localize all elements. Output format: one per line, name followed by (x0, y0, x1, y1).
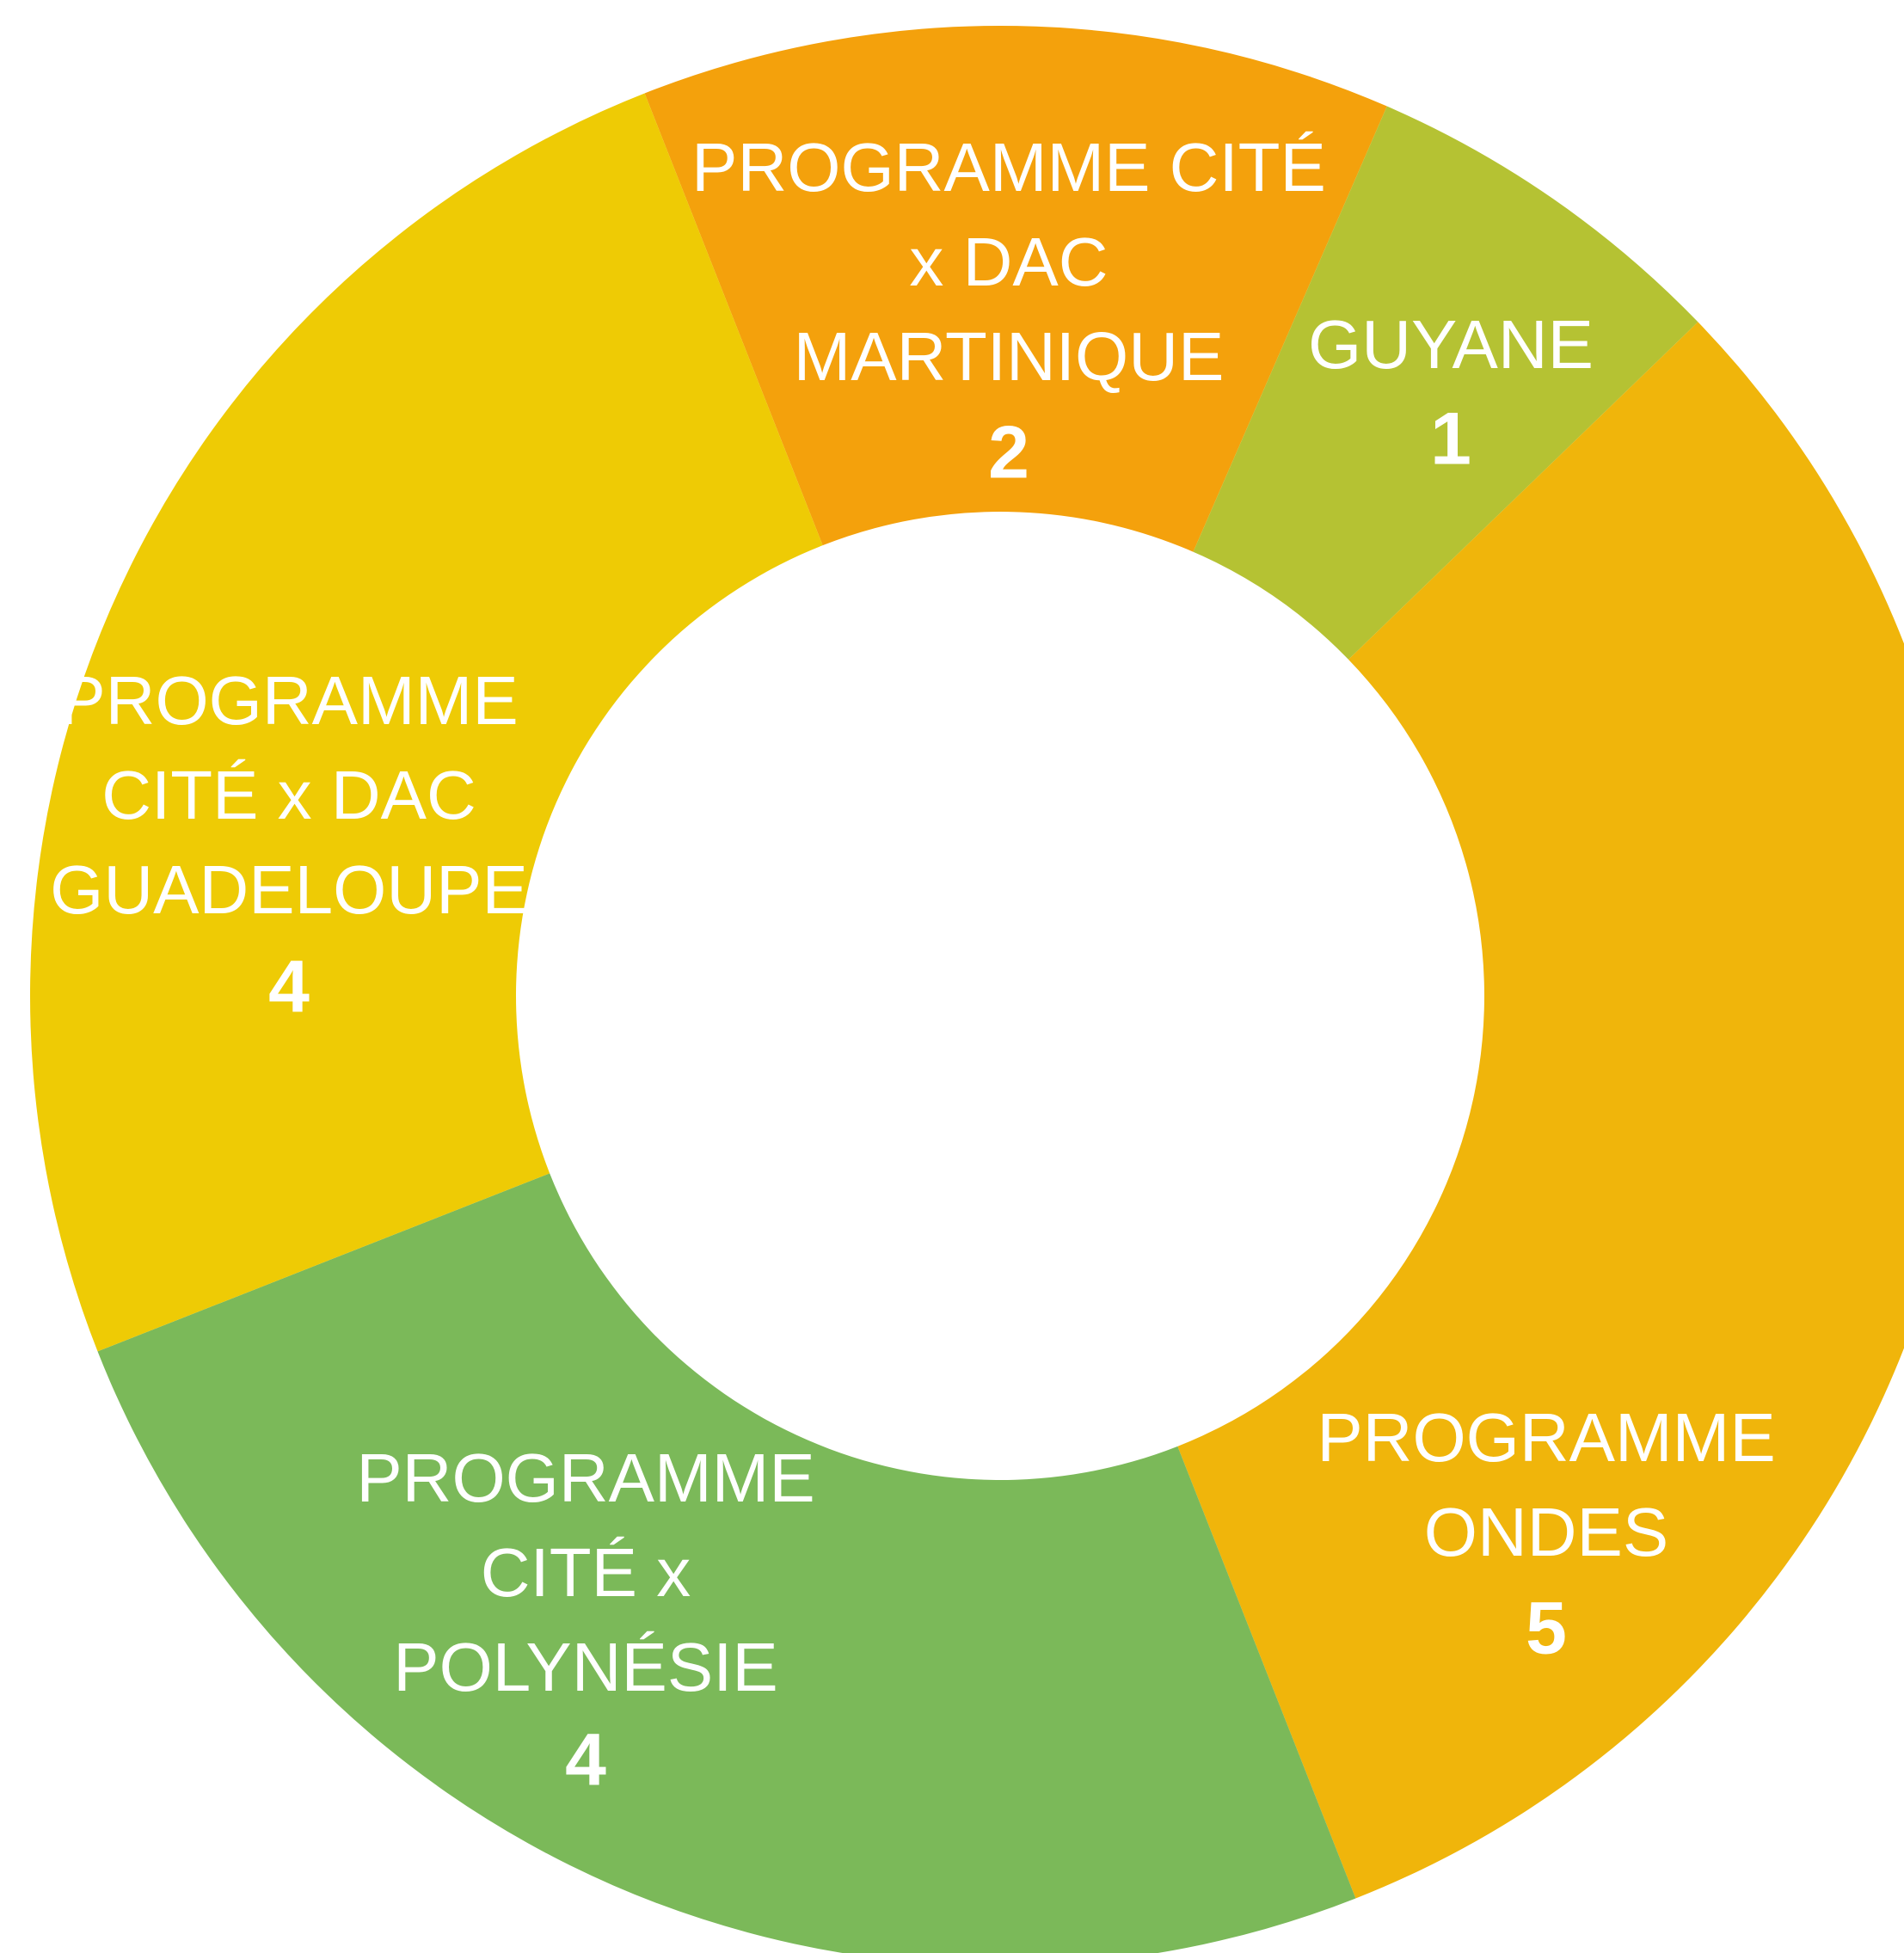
slice-label: PROGRAMME ONDES (1317, 1399, 1776, 1570)
slice-value: 5 (1526, 1588, 1567, 1670)
slice-value: 4 (565, 1719, 606, 1802)
slice-label: PROGRAMME CITÉ x DAC GUADELOUPE (50, 662, 528, 928)
slice-label: PROGRAMME CITÉ x DAC MARTINIQUE (691, 129, 1326, 395)
slice-label-box: GUYANE (1308, 306, 1594, 383)
slice-label-box: PROGRAMME ONDES (1317, 1399, 1776, 1570)
donut-slice (30, 93, 823, 1352)
donut-slice (1193, 106, 1698, 660)
slice-value: 2 (988, 412, 1029, 494)
donut-slice (1177, 322, 1904, 1899)
slice-label: PROGRAMME CITÉ x POLYNÉSIE (356, 1440, 815, 1705)
slice-label: GUYANE (1308, 306, 1594, 383)
donut-slice (644, 26, 1387, 552)
slice-label-box: PROGRAMME CITÉ x DAC GUADELOUPE (50, 662, 528, 928)
slice-label-box: PROGRAMME CITÉ x POLYNÉSIE (356, 1440, 815, 1705)
slice-value: 1 (1430, 398, 1471, 481)
slice-value: 4 (268, 946, 310, 1029)
slice-label-box: PROGRAMME CITÉ x DAC MARTINIQUE (691, 129, 1326, 395)
donut-slice (97, 1173, 1356, 1953)
